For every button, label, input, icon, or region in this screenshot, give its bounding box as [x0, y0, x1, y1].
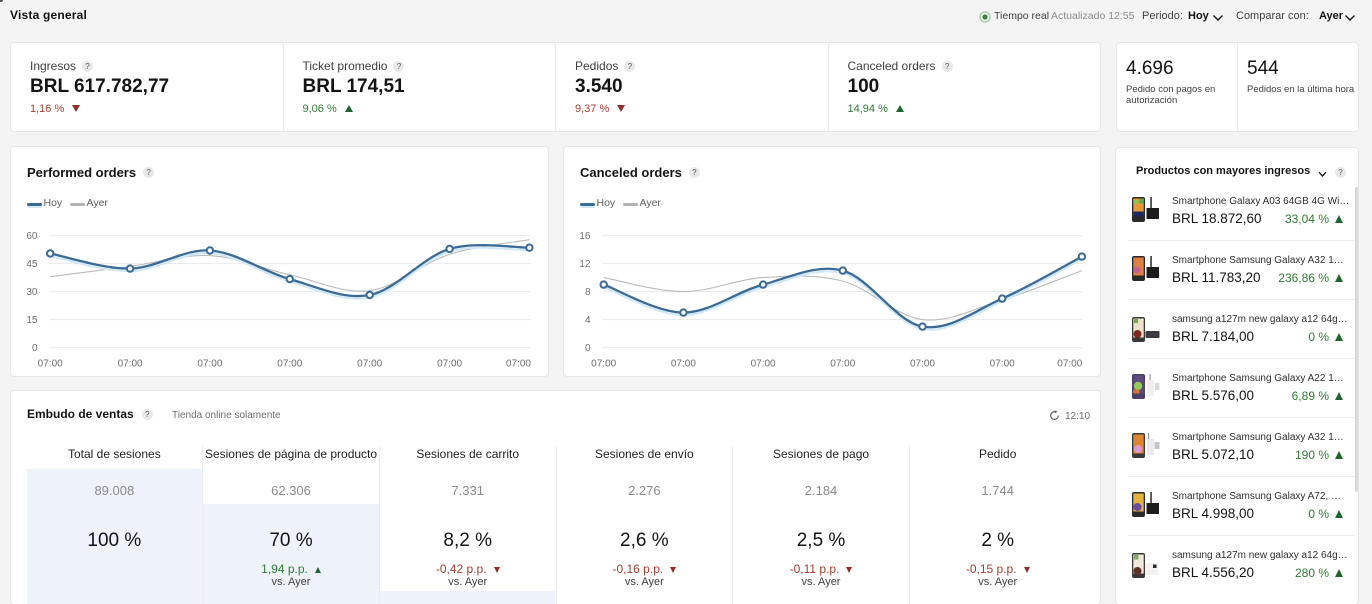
- svg-text:8: 8: [585, 287, 591, 298]
- svg-text:07:00: 07:00: [830, 359, 855, 370]
- svg-text:07:00: 07:00: [990, 359, 1015, 370]
- svg-text:07:00: 07:00: [197, 359, 222, 370]
- svg-text:07:00: 07:00: [506, 359, 531, 370]
- svg-text:07:00: 07:00: [437, 359, 462, 370]
- svg-text:0: 0: [585, 343, 591, 354]
- svg-text:07:00: 07:00: [277, 359, 302, 370]
- svg-text:07:00: 07:00: [1057, 359, 1082, 370]
- svg-text:07:00: 07:00: [38, 359, 63, 370]
- svg-text:12: 12: [579, 259, 591, 270]
- svg-text:07:00: 07:00: [751, 359, 776, 370]
- svg-text:16: 16: [579, 231, 591, 242]
- svg-text:15: 15: [26, 315, 38, 326]
- svg-text:07:00: 07:00: [357, 359, 382, 370]
- svg-text:07:00: 07:00: [671, 359, 696, 370]
- svg-text:60: 60: [26, 231, 38, 242]
- svg-text:07:00: 07:00: [118, 359, 143, 370]
- svg-text:0: 0: [32, 343, 38, 354]
- svg-text:07:00: 07:00: [910, 359, 935, 370]
- svg-text:30: 30: [26, 287, 38, 298]
- svg-text:45: 45: [26, 259, 38, 270]
- svg-text:4: 4: [585, 315, 591, 326]
- svg-text:07:00: 07:00: [591, 359, 616, 370]
